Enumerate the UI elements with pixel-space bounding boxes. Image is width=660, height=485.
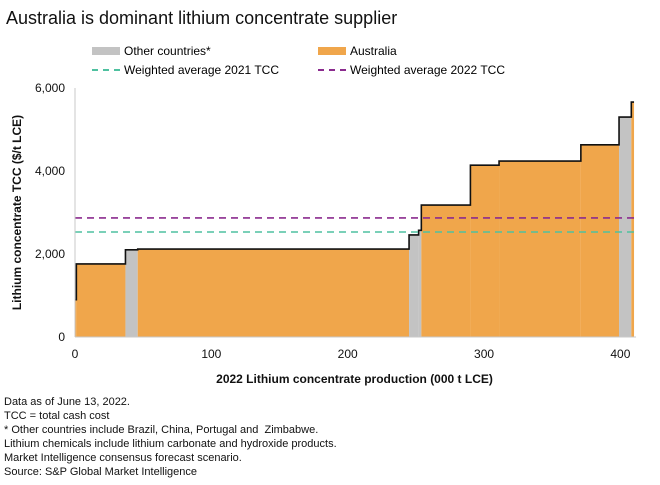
bar-segment-australia-6 [421,205,471,337]
bar-segment-australia-7 [470,165,500,337]
note-line: TCC = total cash cost [4,410,110,422]
bar-segment-australia-8 [499,161,581,337]
x-tick-label: 300 [474,347,494,361]
legend-label-avg-2022: Weighted average 2022 TCC [350,63,505,77]
legend-label-australia: Australia [350,44,397,58]
legend-item-avg-2021: Weighted average 2021 TCC [92,63,279,77]
note-line: Market Intelligence consensus forecast s… [4,452,242,464]
bar-segment-australia-11 [631,102,635,337]
bar-segment-other-countries-2 [125,249,138,337]
y-axis-label: Lithium concentrate TCC ($/t LCE) [10,115,24,310]
x-tick-label: 400 [610,347,630,361]
y-tick-label: 0 [58,330,65,344]
x-tick-label: 0 [72,347,79,361]
bar-segment-other-countries-5 [418,230,422,337]
legend-label-other-countries: Other countries* [124,44,211,58]
bar-segment-australia-0 [75,299,77,337]
x-axis-label: 2022 Lithium concentrate production (000… [216,372,493,386]
bar-segment-other-countries-10 [619,117,632,337]
legend-swatch-australia [318,47,346,55]
legend-swatch-avg-2021 [92,69,120,71]
legend-swatch-other-countries [92,47,120,55]
x-tick-label: 100 [201,347,221,361]
bar-segment-australia-1 [76,263,126,337]
legend-item-australia: Australia [318,44,397,58]
legend-label-avg-2021: Weighted average 2021 TCC [124,63,279,77]
bar-segment-australia-9 [580,144,620,337]
note-line: Lithium chemicals include lithium carbon… [4,438,337,450]
note-line: * Other countries include Brazil, China,… [4,424,319,436]
note-line: Data as of June 13, 2022. [4,396,130,408]
chart-notes: Data as of June 13, 2022. TCC = total ca… [4,395,337,479]
x-tick-label: 200 [338,347,358,361]
y-tick-label: 4,000 [35,164,65,178]
cost-curve-outline [75,101,635,301]
bar-segment-other-countries-4 [409,234,419,337]
legend-swatch-avg-2022 [318,69,346,71]
y-tick-label: 2,000 [35,247,65,261]
legend-item-other-countries: Other countries* [92,44,211,58]
y-tick-label: 6,000 [35,81,65,95]
bar-segment-australia-3 [137,249,410,337]
legend-item-avg-2022: Weighted average 2022 TCC [318,63,505,77]
note-line: Source: S&P Global Market Intelligence [4,466,198,478]
chart-title: Australia is dominant lithium concentrat… [6,8,398,28]
